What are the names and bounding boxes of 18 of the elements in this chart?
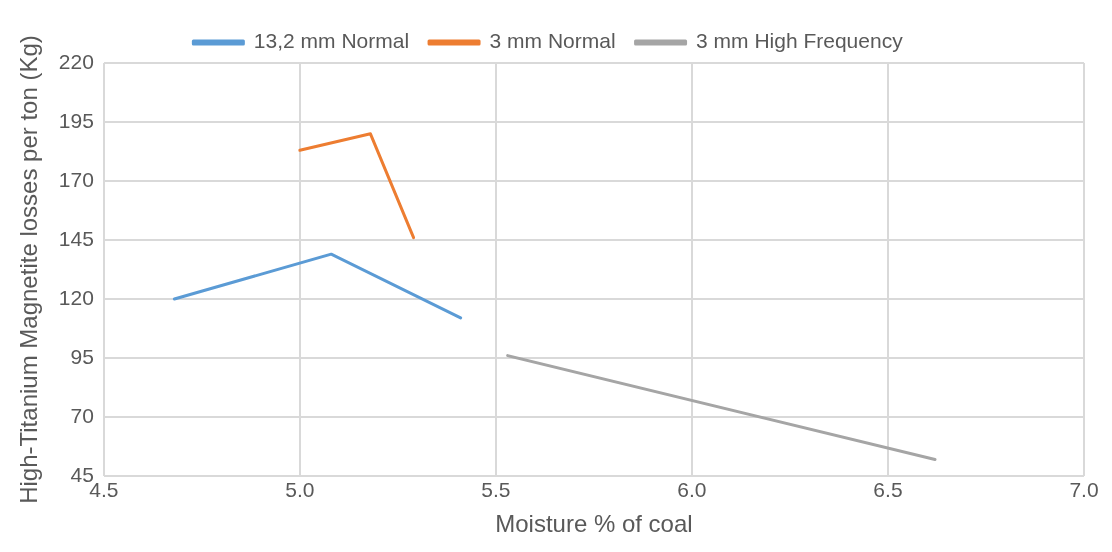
y-axis-title: High-Titanium Magnetite losses per ton (Kg)	[15, 35, 43, 504]
legend-label: 3 mm Normal	[489, 29, 616, 53]
x-axis-title: Moisture % of coal	[495, 510, 693, 538]
x-tick-label: 6.0	[677, 478, 707, 502]
y-tick-label: 220	[58, 49, 94, 73]
y-tick-label: 45	[70, 462, 94, 486]
y-tick-label: 70	[70, 403, 94, 427]
y-tick-label: 195	[58, 108, 94, 132]
legend-label: 3 mm High Frequency	[696, 29, 904, 53]
y-tick-label: 95	[70, 344, 94, 368]
y-tick-label: 120	[58, 285, 94, 309]
x-tick-label: 5.5	[481, 478, 511, 502]
x-tick-label: 5.0	[285, 478, 315, 502]
x-tick-label: 7.0	[1069, 478, 1099, 502]
x-tick-label: 6.5	[873, 478, 903, 502]
legend-label: 13,2 mm Normal	[253, 29, 410, 53]
y-tick-label: 145	[58, 226, 94, 250]
y-tick-label: 170	[58, 167, 94, 191]
